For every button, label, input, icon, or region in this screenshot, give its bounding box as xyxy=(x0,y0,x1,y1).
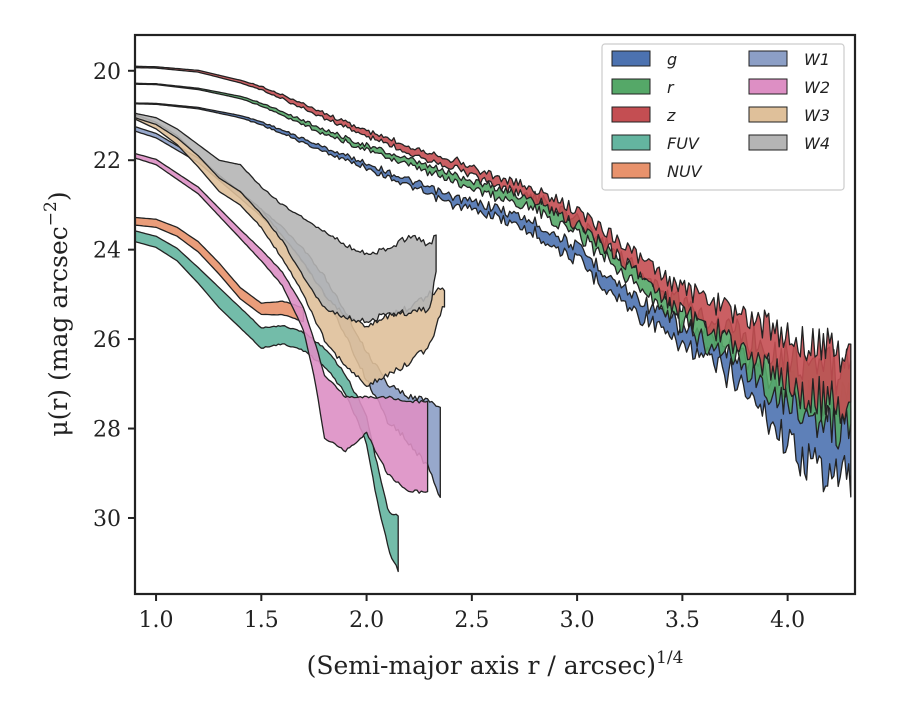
x-tick-label: 2.0 xyxy=(349,608,384,633)
legend: grz FUV NUV W1 W2 W3 W4 xyxy=(601,43,845,191)
x-axis-label-superscript: 1/4 xyxy=(656,648,683,668)
x-tick-label: 3.0 xyxy=(560,608,595,633)
legend-label: g xyxy=(667,50,677,69)
legend-label: W1 xyxy=(804,50,830,69)
legend-item-fuv: FUV xyxy=(611,134,700,153)
legend-item-nuv: NUV xyxy=(611,162,703,181)
y-axis-label-close: ) xyxy=(44,191,73,201)
x-tick-label: 2.5 xyxy=(454,608,489,633)
y-axis: 20 22 24 26 28 30 xyxy=(93,60,135,532)
y-tick-label: 24 xyxy=(93,239,121,264)
legend-swatch xyxy=(748,78,788,95)
x-tick-label: 1.5 xyxy=(244,608,279,633)
x-tick-label: 1.0 xyxy=(139,608,174,633)
legend-item-g: g xyxy=(611,50,677,69)
x-axis-label-main: (Semi-major axis r / arcsec) xyxy=(307,651,656,680)
series-band-fuv xyxy=(135,230,399,573)
legend-item-w1: W1 xyxy=(748,50,830,69)
y-tick-label: 20 xyxy=(93,60,121,85)
legend-item-r: r xyxy=(611,78,675,97)
series-band-w4 xyxy=(135,112,437,324)
x-axis: 1.0 1.5 2.0 2.5 3.0 3.5 4.0 xyxy=(139,594,805,633)
y-tick-label: 26 xyxy=(93,328,121,353)
legend-swatch xyxy=(748,134,788,151)
series-band-r xyxy=(135,82,852,450)
x-axis-label: (Semi-major axis r / arcsec)1/4 xyxy=(307,648,684,680)
legend-label: NUV xyxy=(667,162,703,181)
legend-label: W4 xyxy=(804,134,830,153)
legend-label: r xyxy=(667,78,675,97)
legend-label: W2 xyxy=(804,78,830,97)
y-axis-label-superscript: −2 xyxy=(41,201,61,226)
y-axis-label-main: μ(r) (mag arcsec xyxy=(44,226,73,436)
series-band-g xyxy=(135,102,852,498)
legend-label: W3 xyxy=(804,106,830,125)
y-tick-label: 22 xyxy=(93,149,121,174)
series-layer xyxy=(135,65,852,573)
legend-label: z xyxy=(666,106,676,125)
legend-item-w3: W3 xyxy=(748,106,830,125)
legend-swatch xyxy=(611,162,651,179)
legend-swatch xyxy=(611,134,651,151)
y-tick-label: 30 xyxy=(93,507,121,532)
series-band-w2 xyxy=(135,152,429,494)
series-band-z xyxy=(135,65,852,424)
legend-item-w4: W4 xyxy=(748,134,830,153)
legend-item-z: z xyxy=(611,106,676,125)
y-axis-label: μ(r) (mag arcsec−2) xyxy=(41,191,73,436)
legend-swatch xyxy=(748,50,788,67)
legend-label: FUV xyxy=(667,134,700,153)
legend-item-w2: W2 xyxy=(748,78,830,97)
legend-swatch xyxy=(611,78,651,95)
x-tick-label: 4.0 xyxy=(770,608,805,633)
legend-swatch xyxy=(748,106,788,123)
plot-frame xyxy=(133,33,857,596)
legend-swatch xyxy=(611,50,651,67)
legend-swatch xyxy=(611,106,651,123)
x-tick-label: 3.5 xyxy=(665,608,700,633)
y-tick-label: 28 xyxy=(93,418,121,443)
